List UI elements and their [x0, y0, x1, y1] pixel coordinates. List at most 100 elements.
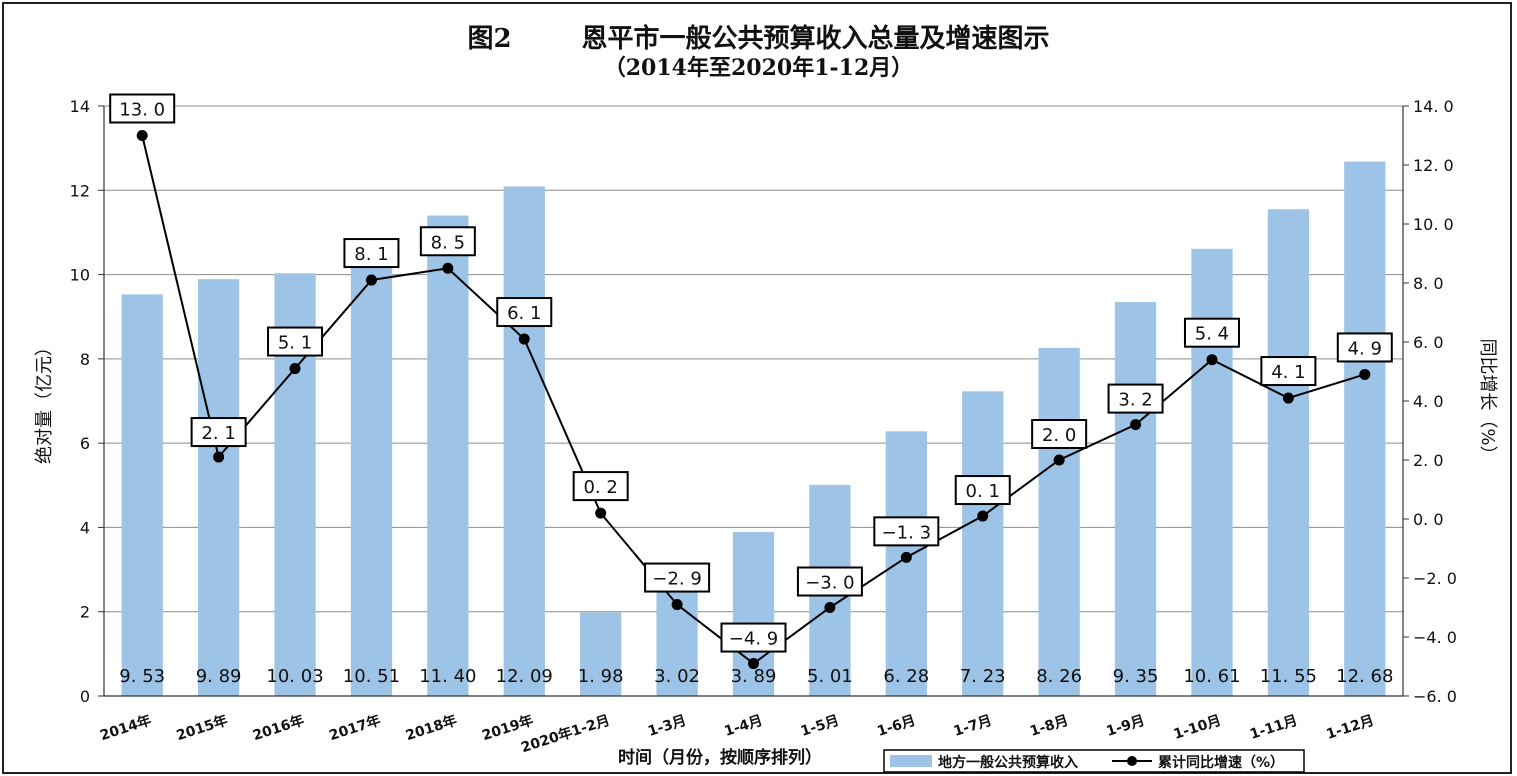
- line-data-label: 3. 2: [1118, 390, 1152, 411]
- line-data-label-box: [954, 475, 1011, 506]
- line-data-label: 0. 2: [583, 477, 617, 498]
- bar-value-label: 7. 23: [960, 666, 1006, 687]
- line-data-label-box: [343, 238, 400, 269]
- line-point: [824, 602, 836, 613]
- line-data-label-box: [190, 417, 247, 448]
- chart-subtitle: （2014年至2020年1-12月）: [603, 55, 914, 81]
- line-point: [595, 507, 607, 519]
- line-data-label-box: [572, 471, 629, 502]
- bar: [1114, 301, 1157, 696]
- y-right-tick-label: −2. 0: [1413, 569, 1457, 588]
- bar: [197, 279, 240, 696]
- bar-value-label: 11. 40: [419, 666, 476, 687]
- line-point: [213, 451, 225, 463]
- line-data-label-box: [796, 566, 863, 597]
- y-left-tick-label: 4: [80, 518, 90, 537]
- line-data-label: 8. 1: [354, 244, 388, 265]
- y-right-tick-label: −6. 0: [1413, 687, 1457, 706]
- bar-value-label: 10. 03: [266, 666, 323, 687]
- line-data-label-box: [496, 297, 553, 328]
- line-data-label-box: [1260, 356, 1317, 387]
- line-data-label-box: [419, 226, 476, 257]
- bar-value-label: 10. 61: [1183, 666, 1240, 687]
- bar-value-label: 6. 28: [883, 666, 929, 687]
- y-right-tick-label: 0. 0: [1413, 510, 1444, 529]
- y-left-axis-title: 绝对量（亿元）: [34, 338, 55, 464]
- y-left-tick-label: 0: [80, 687, 90, 706]
- x-tick-label: 1-6月: [875, 713, 917, 740]
- bar: [1267, 209, 1310, 696]
- x-tick-label: 2020年1-2月: [519, 712, 612, 757]
- y-right-tick-label: 12. 0: [1413, 156, 1454, 175]
- bar-value-label: 9. 53: [119, 666, 165, 687]
- y-right-tick-label: 2. 0: [1413, 451, 1444, 470]
- y-right-axis-title: 同比增长（%）: [1477, 338, 1498, 463]
- line-point: [365, 274, 377, 286]
- line-data-label-box: [1031, 419, 1088, 449]
- line-point: [1053, 454, 1065, 466]
- line-data-label-box: [873, 516, 940, 547]
- bar-value-label: 1. 98: [578, 666, 624, 687]
- line-data-label: −4. 9: [729, 629, 778, 650]
- line-data-label-box: [267, 326, 324, 357]
- line-data-label-box: [1107, 383, 1164, 414]
- bar: [350, 253, 393, 697]
- line-data-label: −2. 9: [652, 569, 701, 590]
- legend-line-label: 累计同比增速（%）: [1158, 754, 1284, 771]
- x-tick-label: 1-10月: [1172, 713, 1224, 743]
- line-point: [1282, 392, 1294, 404]
- bar-value-label: 8. 26: [1036, 666, 1082, 687]
- x-tick-label: 2015年: [174, 712, 230, 745]
- line-data-label: 13. 0: [119, 100, 165, 121]
- legend-box: [883, 749, 1305, 773]
- x-tick-label: 1-4月: [722, 713, 764, 740]
- line-data-label-box: [1336, 332, 1393, 363]
- line-data-label-box: [644, 562, 711, 593]
- bar: [1344, 161, 1386, 697]
- bar: [885, 431, 927, 696]
- bar-value-label: 3. 89: [731, 666, 777, 687]
- x-tick-label: 1-8月: [1028, 713, 1070, 740]
- x-tick-label: 1-12月: [1324, 713, 1376, 743]
- line-point: [518, 333, 530, 345]
- line-data-label: 4. 9: [1348, 338, 1382, 359]
- y-right-tick-label: 10. 0: [1413, 215, 1454, 234]
- line-point: [900, 551, 912, 563]
- line-data-label-box: [720, 622, 787, 653]
- line-data-label: 6. 1: [507, 303, 541, 324]
- bar: [1191, 248, 1233, 696]
- bar-value-label: 10. 51: [343, 666, 400, 687]
- line-point: [748, 658, 759, 670]
- chart-title: 图2 恩平市一般公共预算收入总量及增速图示: [0, 18, 1517, 55]
- bar: [1038, 347, 1080, 696]
- line-data-label: −3. 0: [805, 573, 854, 594]
- y-right-tick-label: 8. 0: [1413, 274, 1444, 293]
- line-point: [1206, 354, 1218, 366]
- line-point: [1130, 419, 1142, 431]
- y-right-tick-label: 4. 0: [1413, 392, 1444, 411]
- line-point: [442, 262, 454, 274]
- line-data-label: 5. 4: [1195, 324, 1229, 345]
- legend-bar-swatch: [890, 755, 932, 767]
- line-data-label-box: [1183, 317, 1240, 348]
- bar-value-label: 11. 55: [1260, 666, 1317, 687]
- chart-title-number: 图2: [467, 24, 512, 54]
- bar: [962, 391, 1004, 696]
- bar: [503, 186, 545, 696]
- line-data-label: 4. 1: [1271, 362, 1305, 383]
- x-axis-title: 时间（月份，按顺序排列）: [618, 747, 822, 768]
- line-data-label: 2. 1: [201, 423, 235, 444]
- line-data-label: −1. 3: [882, 522, 931, 543]
- line-point: [977, 510, 989, 522]
- line-point: [671, 599, 683, 611]
- bar-value-label: 12. 09: [496, 666, 553, 687]
- bar-value-label: 9. 89: [196, 666, 242, 687]
- x-tick-label: 1-11月: [1248, 713, 1300, 743]
- line-point: [289, 363, 301, 375]
- y-left-tick-label: 10: [70, 266, 90, 285]
- x-tick-label: 2014年: [98, 712, 154, 745]
- x-tick-label: 1-5月: [799, 713, 841, 740]
- bar-value-label: 9. 35: [1113, 666, 1159, 687]
- x-tick-label: 2018年: [403, 712, 459, 745]
